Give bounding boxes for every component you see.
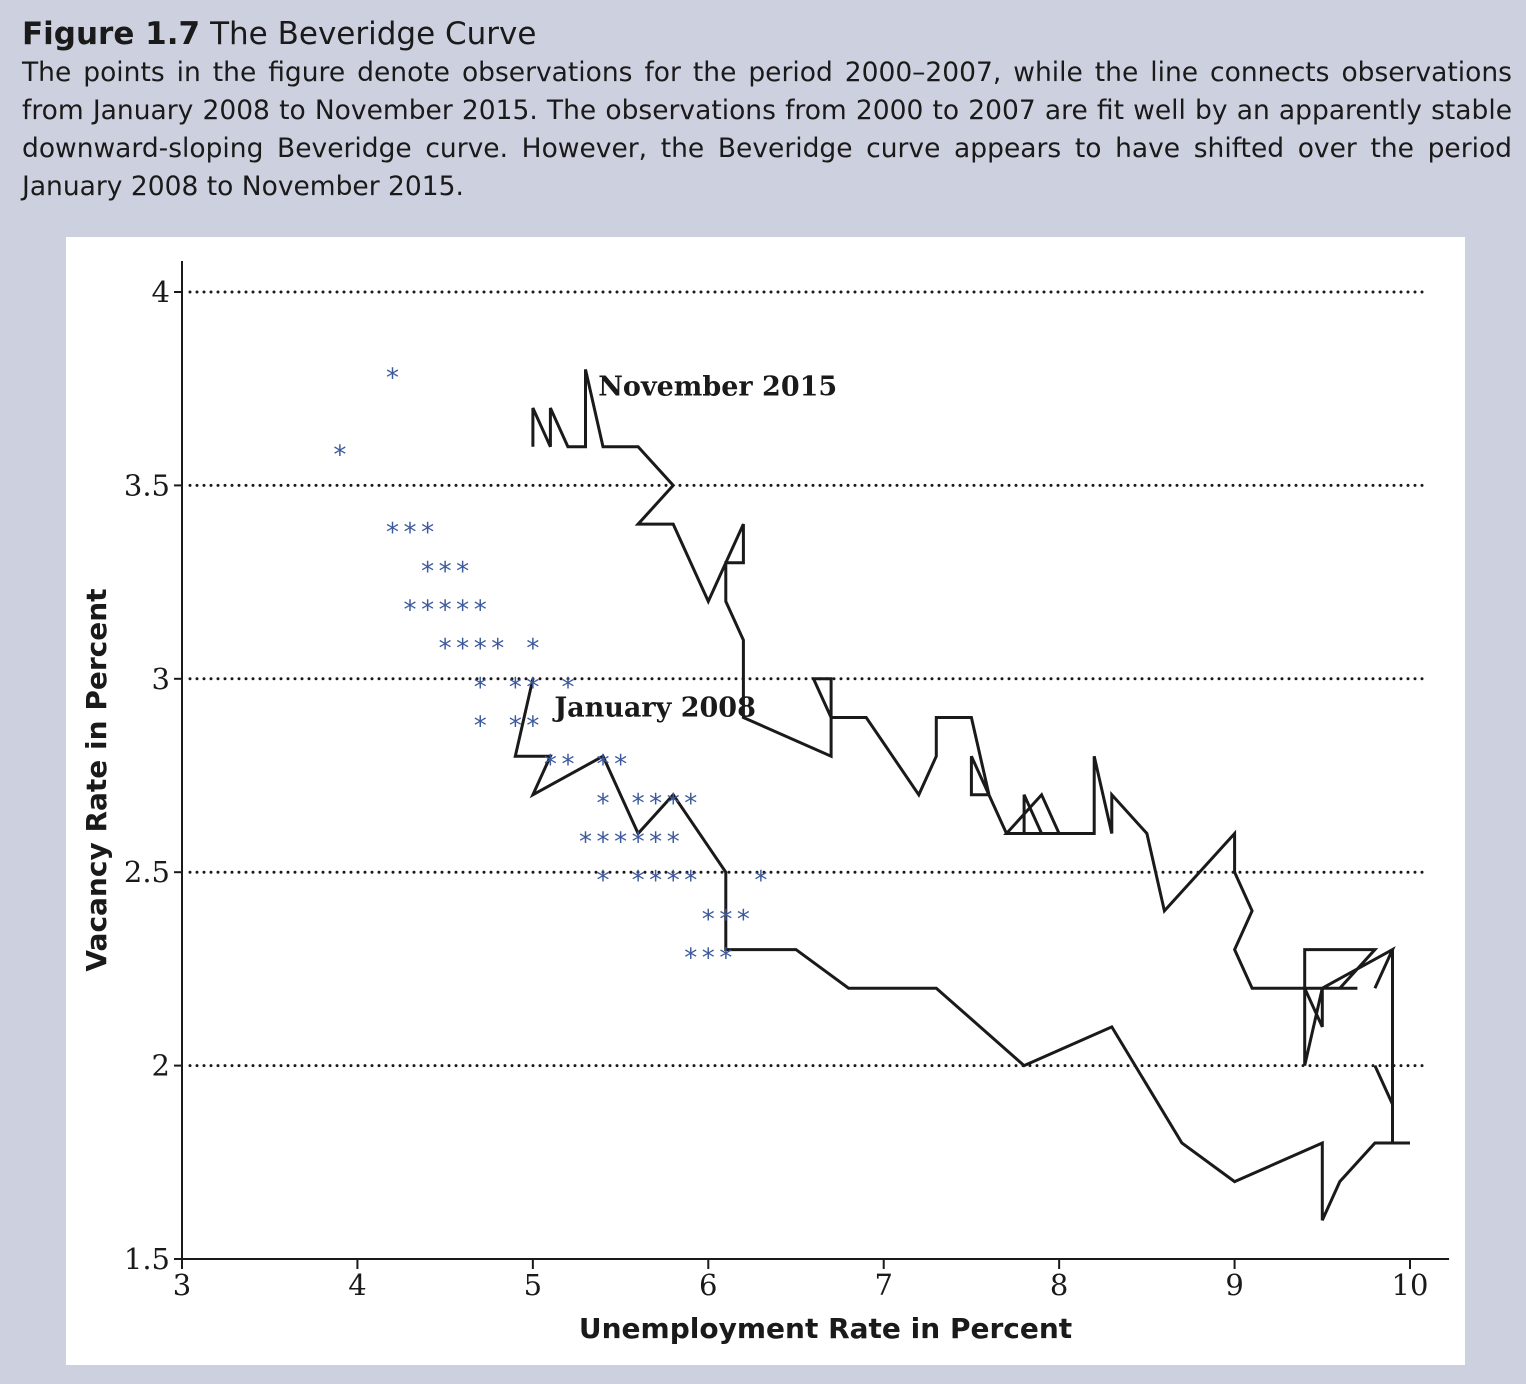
figure-header: Figure 1.7 The Beveridge Curve The points… (22, 14, 1512, 206)
annotation-label: November 2015 (598, 372, 837, 403)
x-tick-label: 5 (524, 1268, 542, 1302)
x-tick-label: 9 (1225, 1268, 1243, 1302)
x-tick-label: 8 (1050, 1268, 1068, 1302)
data-point: * (632, 789, 645, 819)
beveridge-curve-chart: 1.5 2 2.5 3 3.5 4 3 4 5 6 7 8 9 10 Unemployment Rate i… (80, 261, 1450, 1345)
data-point: * (421, 518, 434, 548)
data-point: * (509, 673, 522, 703)
data-point: * (597, 789, 610, 819)
x-tick-label: 3 (173, 1268, 191, 1302)
data-point: * (526, 634, 539, 664)
data-point: * (474, 711, 487, 741)
data-point: * (632, 866, 645, 896)
data-point: * (456, 634, 469, 664)
data-point: * (632, 828, 645, 858)
data-point: * (614, 750, 627, 780)
data-point: * (667, 789, 680, 819)
data-point: * (386, 518, 399, 548)
figure-title-text: The Beveridge Curve (210, 16, 537, 52)
data-point: * (684, 789, 697, 819)
data-point: * (491, 634, 504, 664)
x-axis-title: Unemployment Rate in Percent (579, 1312, 1072, 1345)
chart-panel: 1.5 2 2.5 3 3.5 4 3 4 5 6 7 8 9 10 Unemployment Rate i… (66, 237, 1465, 1365)
data-point: * (509, 711, 522, 741)
y-tick-label: 1.5 (124, 1242, 170, 1276)
data-point: * (719, 944, 732, 974)
y-tick-label: 3.5 (124, 468, 170, 502)
data-point: * (754, 866, 767, 896)
y-axis-title: Vacancy Rate in Percent (80, 588, 113, 971)
data-point: * (421, 595, 434, 625)
figure-label: Figure 1.7 (22, 16, 201, 52)
data-point: * (526, 673, 539, 703)
data-point: * (649, 828, 662, 858)
data-point: * (667, 866, 680, 896)
data-point: * (614, 828, 627, 858)
data-point: * (526, 711, 539, 741)
x-tick-label: 4 (348, 1268, 366, 1302)
data-point: * (456, 557, 469, 587)
data-point: * (386, 363, 399, 393)
data-point: * (667, 828, 680, 858)
data-point: * (597, 866, 610, 896)
y-tick-label: 2.5 (124, 855, 170, 889)
data-point: * (684, 866, 697, 896)
data-point: * (439, 557, 452, 587)
x-tick-label: 7 (874, 1268, 892, 1302)
data-point: * (474, 595, 487, 625)
annotation-label: January 2008 (552, 693, 756, 724)
data-point: * (719, 905, 732, 935)
data-point: * (474, 634, 487, 664)
figure-caption: The points in the figure denote observat… (22, 57, 1512, 202)
data-point: * (456, 595, 469, 625)
data-point: * (439, 595, 452, 625)
data-point: * (649, 789, 662, 819)
data-point: * (404, 518, 417, 548)
data-point: * (702, 944, 715, 974)
x-tick-label: 10 (1392, 1268, 1429, 1302)
line-series-2008-2015 (513, 369, 1410, 1221)
data-point: * (333, 441, 346, 471)
data-point: * (579, 828, 592, 858)
figure-title: Figure 1.7 The Beveridge Curve (22, 14, 1512, 54)
data-point: * (597, 750, 610, 780)
data-point: * (561, 750, 574, 780)
data-point: * (684, 944, 697, 974)
data-point: * (649, 866, 662, 896)
data-point: * (597, 828, 610, 858)
data-point: * (737, 905, 750, 935)
data-point: * (702, 905, 715, 935)
data-point: * (439, 634, 452, 664)
y-tick-label: 3 (152, 662, 170, 696)
x-tick-label: 6 (699, 1268, 717, 1302)
data-point: * (544, 750, 557, 780)
data-point: * (404, 595, 417, 625)
data-point: * (421, 557, 434, 587)
y-tick-label: 4 (152, 275, 170, 309)
data-point: * (474, 673, 487, 703)
y-tick-label: 2 (152, 1049, 170, 1083)
data-point: * (561, 673, 574, 703)
